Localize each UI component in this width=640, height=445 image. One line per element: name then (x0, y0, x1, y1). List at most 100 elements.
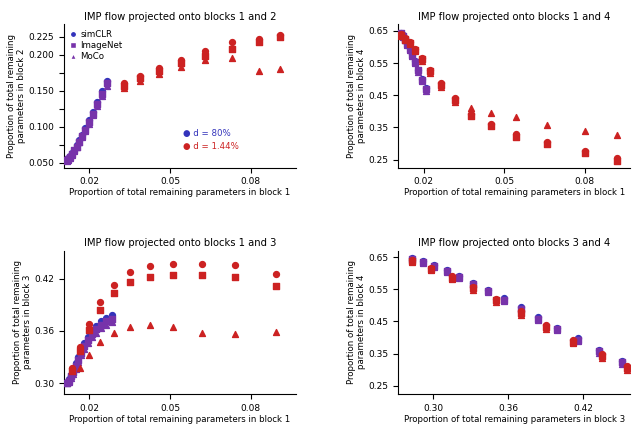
Point (136, 73, 146, 80)
Point (616, 360, 627, 367)
Point (275, 65, 285, 73)
Point (621, 366, 632, 373)
Point (61, 379, 72, 386)
Point (145, 263, 155, 270)
Point (552, 325, 562, 332)
Point (196, 329, 207, 336)
Point (511, 134, 522, 141)
Legend: simCLR, ImageNet, MoCo: simCLR, ImageNet, MoCo (68, 29, 124, 62)
Point (168, 260, 179, 267)
Point (136, 75, 146, 82)
Point (410, 60, 420, 67)
Point (72, 143, 82, 150)
Point (74, 348, 84, 355)
Point (426, 69, 436, 76)
Point (483, 289, 493, 296)
Point (621, 363, 632, 370)
Point (447, 275, 457, 282)
Point (397, 32, 408, 39)
Point (61, 158, 72, 165)
Point (63, 377, 74, 384)
Point (65, 153, 76, 160)
Point (227, 55, 237, 62)
Point (154, 67, 164, 74)
Point (515, 310, 525, 317)
Point (447, 276, 457, 283)
Point (468, 282, 478, 289)
Point (400, 36, 410, 44)
Point (612, 132, 622, 139)
Point (410, 46, 420, 53)
Point (84, 351, 94, 358)
Point (396, 30, 406, 37)
Point (253, 67, 264, 74)
Point (175, 63, 186, 70)
Point (568, 336, 578, 344)
Point (468, 279, 478, 286)
Point (486, 109, 496, 117)
Point (515, 305, 525, 312)
Point (145, 321, 155, 328)
Point (119, 82, 129, 89)
Title: IMP flow projected onto blocks 1 and 2: IMP flow projected onto blocks 1 and 2 (84, 12, 276, 22)
Point (417, 55, 427, 62)
Point (83, 333, 93, 340)
X-axis label: Proportion of total remaining parameters in block 1: Proportion of total remaining parameters… (70, 188, 291, 198)
Point (88, 112, 98, 119)
Point (200, 53, 210, 60)
Point (400, 35, 410, 42)
Point (552, 324, 562, 331)
Point (426, 264, 436, 271)
Point (436, 80, 446, 87)
Point (417, 57, 427, 64)
Point (76, 349, 86, 356)
Point (420, 86, 431, 93)
Point (65, 371, 76, 378)
Point (154, 64, 164, 71)
Point (468, 283, 478, 290)
Y-axis label: Proportion of total remaining
parameters in block 4: Proportion of total remaining parameters… (347, 260, 366, 384)
Point (568, 338, 578, 345)
Point (81, 125, 91, 132)
Point (449, 95, 460, 102)
Point (396, 32, 406, 39)
Point (61, 380, 72, 387)
Point (65, 154, 76, 161)
Point (426, 267, 436, 274)
Point (616, 357, 627, 364)
Point (63, 155, 74, 162)
Point (67, 150, 77, 157)
Point (97, 92, 108, 99)
Point (420, 85, 431, 92)
Point (580, 147, 590, 154)
Point (466, 105, 476, 112)
Point (417, 77, 427, 85)
Point (596, 352, 607, 360)
Point (468, 286, 478, 293)
Point (483, 287, 493, 295)
Point (81, 126, 91, 133)
Point (271, 328, 281, 336)
Point (96, 321, 106, 328)
Point (271, 282, 281, 289)
Title: IMP flow projected onto blocks 1 and 3: IMP flow projected onto blocks 1 and 3 (84, 239, 276, 248)
Point (227, 38, 237, 45)
Point (68, 370, 78, 377)
Point (540, 325, 550, 332)
Point (275, 31, 285, 38)
Point (84, 320, 94, 328)
Point (84, 119, 94, 126)
Point (573, 336, 583, 344)
Point (230, 331, 241, 338)
Point (77, 131, 88, 138)
Point (107, 315, 117, 322)
Point (125, 324, 136, 331)
Point (515, 312, 525, 319)
Point (175, 57, 186, 64)
Point (397, 32, 408, 40)
Point (63, 378, 74, 385)
Point (76, 347, 86, 354)
Point (61, 380, 72, 387)
Point (396, 30, 406, 37)
Point (410, 57, 420, 65)
